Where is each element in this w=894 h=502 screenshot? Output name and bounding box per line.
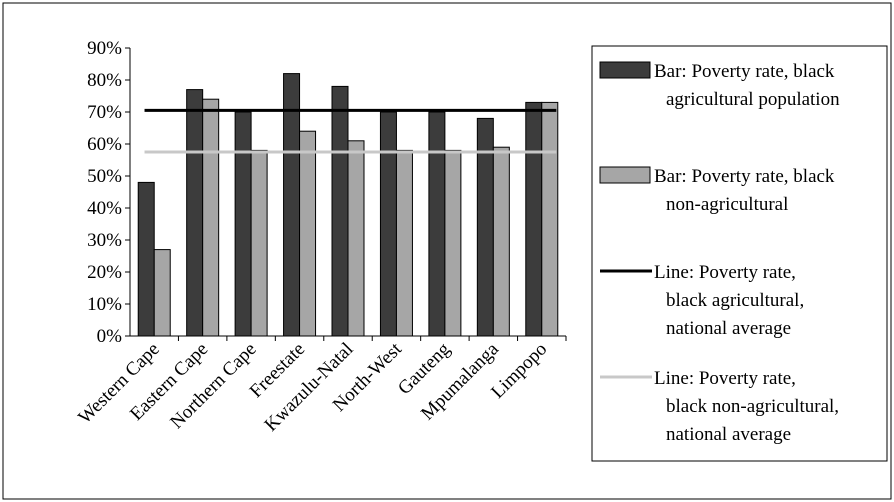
bar-non-agricultural	[347, 140, 365, 337]
bar-agricultural	[137, 181, 155, 337]
bar-agricultural	[428, 111, 446, 337]
bar-agricultural	[379, 111, 397, 337]
legend-label: national average	[666, 424, 791, 445]
legend-label: black non-agricultural,	[666, 396, 839, 417]
bar-agricultural	[234, 111, 252, 337]
legend-label: Line: Poverty rate,	[654, 262, 796, 283]
bar-non-agricultural	[202, 98, 220, 337]
legend: Bar: Poverty rate, black agricultural pop…	[591, 45, 888, 462]
legend-box	[591, 45, 888, 462]
bar-non-agricultural	[444, 149, 462, 337]
bar-non-agricultural	[395, 149, 413, 337]
legend-label: Bar: Poverty rate, black	[654, 166, 835, 187]
y-tick-label: 70%	[87, 102, 122, 123]
y-tick-label: 40%	[87, 198, 122, 219]
legend-label: Line: Poverty rate,	[654, 368, 796, 389]
bar-non-agricultural	[299, 130, 317, 337]
legend-swatch	[599, 61, 651, 79]
legend-swatch	[599, 166, 651, 184]
legend-label: Bar: Poverty rate, black	[654, 61, 835, 82]
y-tick-label: 30%	[87, 230, 122, 251]
legend-label: national average	[666, 318, 791, 339]
bar-agricultural	[525, 101, 543, 337]
bar-agricultural	[331, 85, 349, 337]
bar-non-agricultural	[250, 149, 268, 337]
legend-label: agricultural population	[666, 89, 840, 110]
y-tick-label: 60%	[87, 134, 122, 155]
bar-non-agricultural	[492, 146, 510, 337]
legend-label: black agricultural,	[666, 290, 804, 311]
bar-agricultural	[283, 73, 301, 337]
y-tick-label: 90%	[87, 38, 122, 59]
legend-label: non-agricultural	[666, 194, 788, 215]
y-tick-label: 80%	[87, 70, 122, 91]
y-tick-label: 20%	[87, 262, 122, 283]
bar-non-agricultural	[541, 101, 559, 337]
bar-agricultural	[186, 89, 204, 337]
y-tick-label: 0%	[97, 326, 123, 347]
bar-non-agricultural	[153, 249, 171, 337]
y-tick-label: 50%	[87, 166, 122, 187]
y-tick-label: 10%	[87, 294, 122, 315]
